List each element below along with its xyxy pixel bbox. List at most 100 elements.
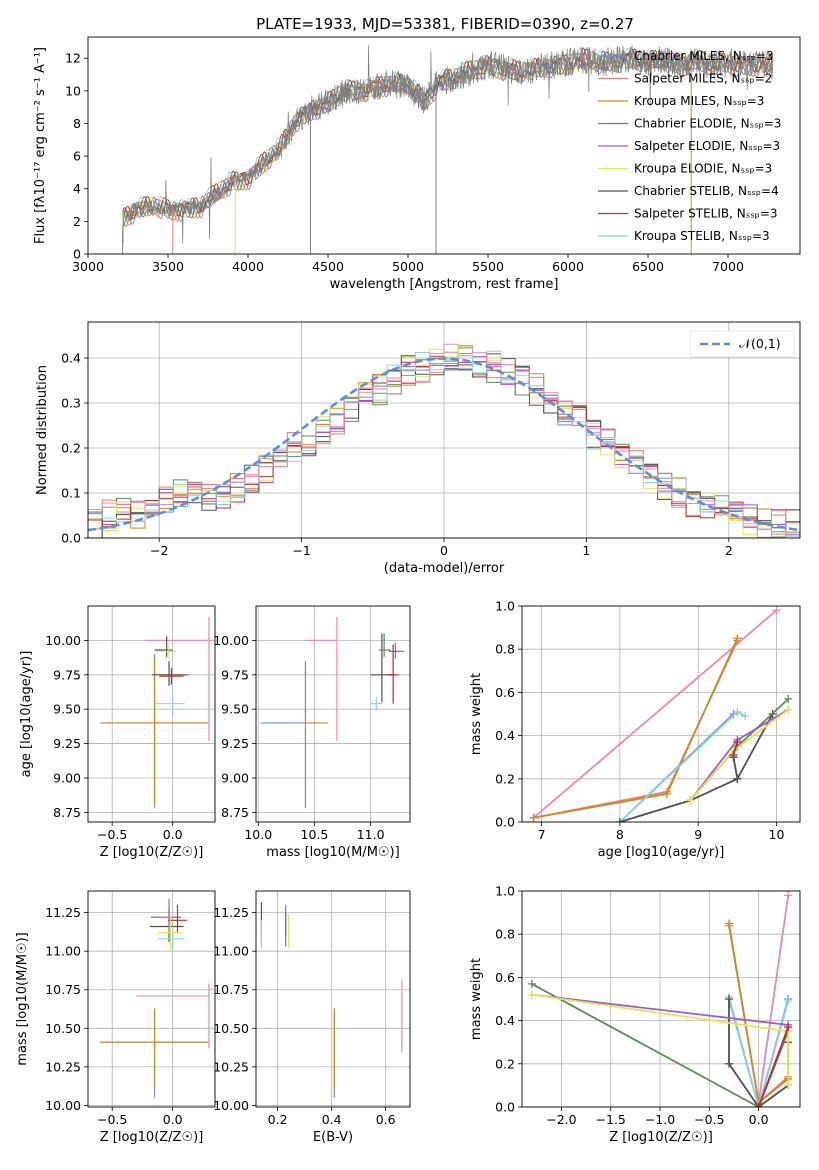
weight-marker: [729, 751, 738, 760]
y-tick-label: 11.25: [213, 905, 249, 920]
x-tick-label: −1.0: [645, 1112, 675, 1127]
y-tick-label: 0: [73, 247, 81, 262]
legend-label: Salpeter MILES, Nₛₛₚ=2: [634, 72, 772, 86]
y-tick-label: 1.0: [495, 884, 515, 899]
weight-marker: [527, 979, 536, 988]
x-tick-label: 0: [440, 543, 448, 558]
panels: 3000 3500 4000 4500 5000 5500 6000 6500 7000 0 2 4 6…: [15, 36, 801, 1145]
weight-marker: [527, 990, 536, 999]
x-tick-label: 9: [694, 827, 702, 842]
x-axis-label: Z [log10(Z/Z☉)]: [609, 1130, 713, 1145]
y-tick-label: 10.75: [213, 982, 249, 997]
x-tick-label: 8: [616, 827, 624, 842]
legend-label: Kroupa MILES, Nₛₛₚ=3: [634, 94, 764, 108]
y-tick-label: 9.50: [221, 702, 249, 717]
x-tick-label: 10.5: [301, 827, 329, 842]
legend-label: Salpeter ELODIE, Nₛₛₚ=3: [634, 139, 780, 153]
x-tick-label: 7: [538, 827, 546, 842]
y-tick-label: 10.50: [213, 1021, 249, 1036]
weight-marker: [784, 705, 793, 714]
x-tick-label: 5000: [392, 259, 424, 274]
panel-mass_vs_Z: −0.5 0.0 10.00 10.25 10.50 10.75 11.00 11.25 Z […: [15, 890, 216, 1145]
plot-area: [100, 898, 210, 1098]
axes-frame: [521, 890, 801, 1108]
y-axis-label: Normed distribution: [35, 365, 50, 495]
y-axis-label: mass weight: [469, 958, 484, 1040]
legend-label: 𝒩(0,1): [739, 336, 781, 351]
x-tick-label: 0.4: [322, 1112, 342, 1127]
y-tick-label: 10.00: [45, 633, 81, 648]
y-tick-label: 11.00: [213, 944, 249, 959]
y-tick-label: 0.3: [61, 396, 81, 411]
model-spectrum-line: [121, 47, 774, 254]
panel-mass_vs_ebv: 0.2 0.4 0.6 10.00 10.25 10.50 10.75 11.00 11.25 E…: [213, 890, 411, 1145]
x-tick-label: 1: [582, 543, 590, 558]
panel-age_vs_mass: 10.0 10.5 11.0 8.75 9.00 9.25 9.50 9.75 10.00 mas…: [213, 605, 411, 860]
y-tick-label: 10.00: [45, 1098, 81, 1113]
legend-label: Chabrier MILES, Nₛₛₚ=3: [634, 49, 774, 63]
x-tick-label: 4000: [232, 259, 264, 274]
x-axis-label: age [log10(age/yr)]: [598, 845, 725, 860]
x-axis-label: E(B-V): [313, 1130, 353, 1145]
x-tick-label: −2: [150, 543, 168, 558]
x-axis-label: Z [log10(Z/Z☉)]: [100, 1130, 204, 1145]
plot-area: [100, 617, 212, 809]
x-tick-label: 10: [769, 827, 785, 842]
panel-weight_vs_Z: −2.0 −1.5 −1.0 −0.5 0.0 0.0 0.2 0.4 0.6 0.8 1.0 Z […: [469, 884, 801, 1145]
axes-frame: [255, 890, 411, 1108]
y-tick-label: 1.0: [495, 599, 515, 614]
plot-area: [88, 343, 800, 538]
weight-marker: [784, 1023, 793, 1032]
weight-marker: [772, 606, 781, 615]
panel-weight_vs_age: 7 8 9 10 0.0 0.2 0.4 0.6 0.8 1.0 age [log10(age/yr…: [469, 599, 801, 860]
weight-line: [531, 983, 790, 1107]
x-tick-label: −0.5: [97, 1112, 127, 1127]
weight-marker: [784, 997, 793, 1006]
weight-line: [728, 996, 790, 1107]
x-tick-label: 0.0: [163, 827, 183, 842]
y-tick-label: 0.1: [61, 486, 81, 501]
normal-curve: [88, 357, 800, 532]
weight-marker: [725, 1059, 734, 1068]
weight-marker: [733, 738, 742, 747]
weight-marker: [662, 789, 671, 798]
y-axis-label: age [log10(age/yr)]: [19, 651, 34, 778]
axes-frame: [87, 321, 801, 539]
y-tick-label: 8: [73, 116, 81, 131]
weight-line: [531, 993, 789, 1026]
x-tick-label: −0.5: [694, 1112, 724, 1127]
x-tick-label: 0.0: [749, 1112, 769, 1127]
y-tick-label: 9.75: [221, 667, 249, 682]
y-tick-label: 0.0: [495, 1100, 515, 1115]
y-tick-label: 10.25: [45, 1059, 81, 1074]
weight-marker: [725, 919, 734, 928]
y-tick-label: 0.0: [495, 815, 515, 830]
axes-frame: [521, 605, 801, 823]
x-tick-label: 11.0: [357, 827, 385, 842]
y-tick-label: 4: [73, 181, 81, 196]
y-axis-label: Flux [fλ10⁻¹⁷ erg cm⁻² s⁻¹ A⁻¹]: [33, 47, 48, 244]
x-tick-label: 2: [725, 543, 733, 558]
axes-frame: [87, 890, 216, 1108]
y-axis-label: mass weight: [469, 673, 484, 755]
panel-spectrum: 3000 3500 4000 4500 5000 5500 6000 6500 7000 0 2 4 6…: [33, 36, 801, 292]
weight-marker: [615, 818, 624, 822]
weight-marker: [733, 634, 742, 643]
y-tick-label: 12: [65, 51, 81, 66]
y-tick-label: 9.25: [53, 736, 81, 751]
x-tick-label: 0.6: [376, 1112, 396, 1127]
legend-label: Kroupa ELODIE, Nₛₛₚ=3: [634, 162, 772, 176]
x-tick-label: −0.5: [97, 827, 127, 842]
y-tick-label: 0.8: [495, 927, 515, 942]
weight-marker: [741, 712, 750, 721]
y-tick-label: 9.25: [221, 736, 249, 751]
y-tick-label: 10.75: [45, 982, 81, 997]
x-tick-label: 0.0: [163, 1112, 183, 1127]
x-tick-label: −1: [292, 543, 310, 558]
legend-label: Salpeter STELIB, Nₛₛₚ=3: [634, 207, 778, 221]
y-tick-label: 0.4: [61, 351, 81, 366]
x-tick-label: −2.0: [546, 1112, 576, 1127]
weight-marker: [733, 774, 742, 783]
y-tick-label: 0.2: [495, 1056, 515, 1071]
